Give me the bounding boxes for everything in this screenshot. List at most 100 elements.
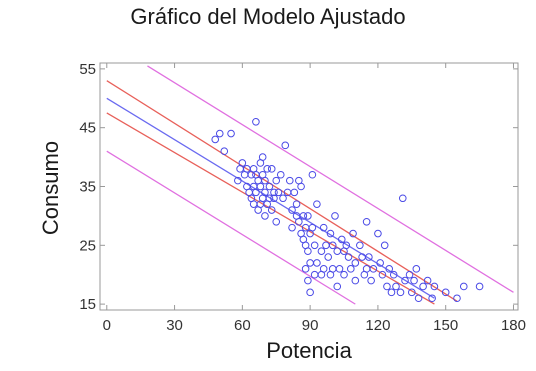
data-point-34 [267,165,276,173]
x-tick-label-4: 120 [365,317,390,334]
data-point-35 [267,206,276,214]
y-tick-label-0: 15 [79,296,96,313]
data-point-116 [408,288,416,297]
data-point-2 [220,147,229,156]
data-point-33 [265,194,274,203]
data-point-82 [331,212,339,220]
data-point-68 [310,241,319,250]
data-point-105 [378,270,387,279]
data-point-124 [441,288,450,297]
data-point-65 [306,288,314,297]
data-point-117 [410,276,418,285]
data-point-75 [319,265,328,273]
data-point-30 [263,165,272,173]
data-point-38 [272,176,281,185]
x-tick-label-0: 0 [103,317,111,334]
data-point-103 [374,229,382,238]
data-point-106 [380,241,389,250]
data-point-67 [308,170,317,179]
data-point-109 [387,288,396,297]
data-point-125 [453,294,461,303]
data-point-49 [292,200,301,208]
y-tick-label-2: 35 [79,179,96,196]
data-point-107 [383,282,391,291]
x-tick-label-6: 180 [501,317,526,334]
data-point-46 [288,206,296,214]
data-point-42 [279,194,287,203]
data-point-93 [351,259,360,267]
data-point-92 [349,229,357,238]
data-point-115 [405,270,414,279]
data-point-66 [308,223,317,232]
data-point-39 [272,217,281,226]
data-point-104 [376,259,384,267]
data-point-1 [215,129,224,138]
data-point-74 [319,223,328,232]
data-point-60 [304,212,312,220]
x-tick-label-1: 30 [166,317,183,334]
data-point-114 [401,276,409,285]
chart-title: Gráfico del Modelo Ajustado [130,4,406,29]
data-point-43 [281,141,290,150]
x-tick-label-2: 60 [234,317,251,334]
data-point-85 [335,265,344,273]
data-point-95 [356,241,364,250]
data-points [211,118,484,303]
data-point-52 [295,217,303,226]
y-tick-label-4: 55 [79,61,96,78]
data-point-61 [304,247,312,255]
data-point-112 [396,288,405,297]
data-point-91 [347,265,355,273]
data-point-6 [238,159,247,167]
prediction-lower-line [106,150,356,305]
y-tick-label-3: 45 [79,120,96,137]
data-point-84 [333,282,342,291]
data-point-45 [285,176,294,185]
data-point-118 [412,265,421,273]
data-point-4 [234,176,242,185]
data-point-71 [313,259,321,267]
data-point-94 [351,276,360,285]
plot-frame [99,62,519,311]
data-point-119 [414,294,423,303]
data-point-86 [337,235,346,244]
x-tick-label-5: 150 [433,317,458,334]
y-tick-label-1: 25 [79,237,96,254]
data-point-88 [340,270,348,279]
data-point-40 [274,188,283,197]
data-point-80 [328,241,337,250]
data-point-121 [423,276,432,285]
data-point-122 [428,294,436,303]
data-point-100 [365,253,373,261]
data-point-18 [252,188,260,197]
prediction-upper-line [147,65,514,293]
data-point-90 [344,253,353,261]
data-point-78 [326,229,335,238]
data-point-126 [459,282,468,291]
data-point-29 [261,212,269,220]
data-point-101 [367,276,375,285]
data-point-55 [299,212,308,220]
data-point-48 [290,188,299,197]
data-point-32 [265,182,274,191]
data-point-72 [317,247,326,255]
data-point-3 [227,129,235,138]
data-point-123 [430,282,439,291]
data-point-0 [211,135,220,144]
data-point-36 [270,188,278,197]
data-point-120 [419,282,427,291]
data-point-22 [256,182,265,191]
data-point-111 [392,282,400,291]
data-point-127 [475,282,484,291]
data-point-37 [270,194,278,203]
x-axis-label: Potencia [266,338,352,363]
data-point-70 [313,200,321,208]
data-point-98 [362,217,371,226]
data-point-77 [324,253,333,261]
data-point-108 [385,265,394,273]
x-tick-label-3: 90 [302,317,319,334]
data-point-102 [369,265,378,273]
data-point-62 [304,276,312,285]
data-point-110 [389,270,398,279]
